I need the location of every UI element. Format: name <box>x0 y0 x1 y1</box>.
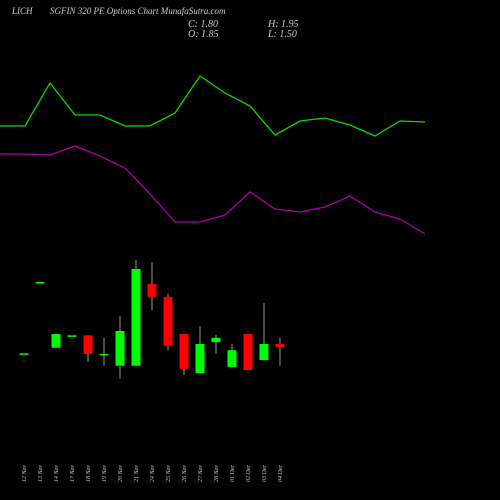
x-tick-label: 04 Dec <box>277 465 284 482</box>
candle-body <box>83 335 93 354</box>
x-tick-label: 24 Nov <box>149 464 156 482</box>
x-tick-label: 01 Dec <box>230 465 236 482</box>
candle-body <box>195 344 205 374</box>
chart-title: LICH <box>11 6 33 16</box>
x-tick-label: 27 Nov <box>198 464 204 482</box>
indicator-line <box>0 75 426 137</box>
x-tick-label: 17 Nov <box>70 464 76 482</box>
candle-body <box>147 283 157 297</box>
chart-title: SGFIN 320 PE Options Chart MunafaSutra.c… <box>50 6 226 16</box>
x-tick-label: 18 Nov <box>86 464 92 482</box>
candle-body <box>211 337 221 343</box>
x-tick-label: 28 Nov <box>214 464 220 482</box>
x-tick-label: 25 Nov <box>166 464 172 482</box>
ohlc-label: H: 1.95 <box>267 19 299 30</box>
candle-body <box>115 330 125 366</box>
candle-body <box>179 334 189 369</box>
ohlc-label: O: 1.85 <box>188 29 219 40</box>
x-tick-label: 21 Nov <box>134 464 140 482</box>
x-tick-label: 26 Nov <box>182 464 188 482</box>
candle-body <box>19 353 29 355</box>
candle-body <box>51 334 61 348</box>
candle-body <box>243 334 253 371</box>
candle-body <box>275 344 285 348</box>
x-tick-label: 12 Nov <box>22 464 28 482</box>
candle-body <box>163 296 173 346</box>
x-tick-label: 20 Nov <box>118 464 124 482</box>
indicator-line <box>0 145 426 235</box>
candle-body <box>35 282 45 284</box>
x-tick-label: 14 Nov <box>53 464 60 482</box>
x-tick-label: 03 Dec <box>262 465 268 482</box>
candle-body <box>67 335 77 337</box>
candle-body <box>259 344 269 361</box>
x-tick-label: 19 Nov <box>102 464 108 482</box>
ohlc-label: L: 1.50 <box>267 29 297 40</box>
x-tick-label: 02 Dec <box>246 465 252 482</box>
x-tick-label: 13 Nov <box>38 464 44 482</box>
candle-body <box>131 268 141 366</box>
ohlc-label: C: 1.80 <box>188 19 218 30</box>
candle-body <box>227 350 237 367</box>
candle-body <box>99 353 109 356</box>
